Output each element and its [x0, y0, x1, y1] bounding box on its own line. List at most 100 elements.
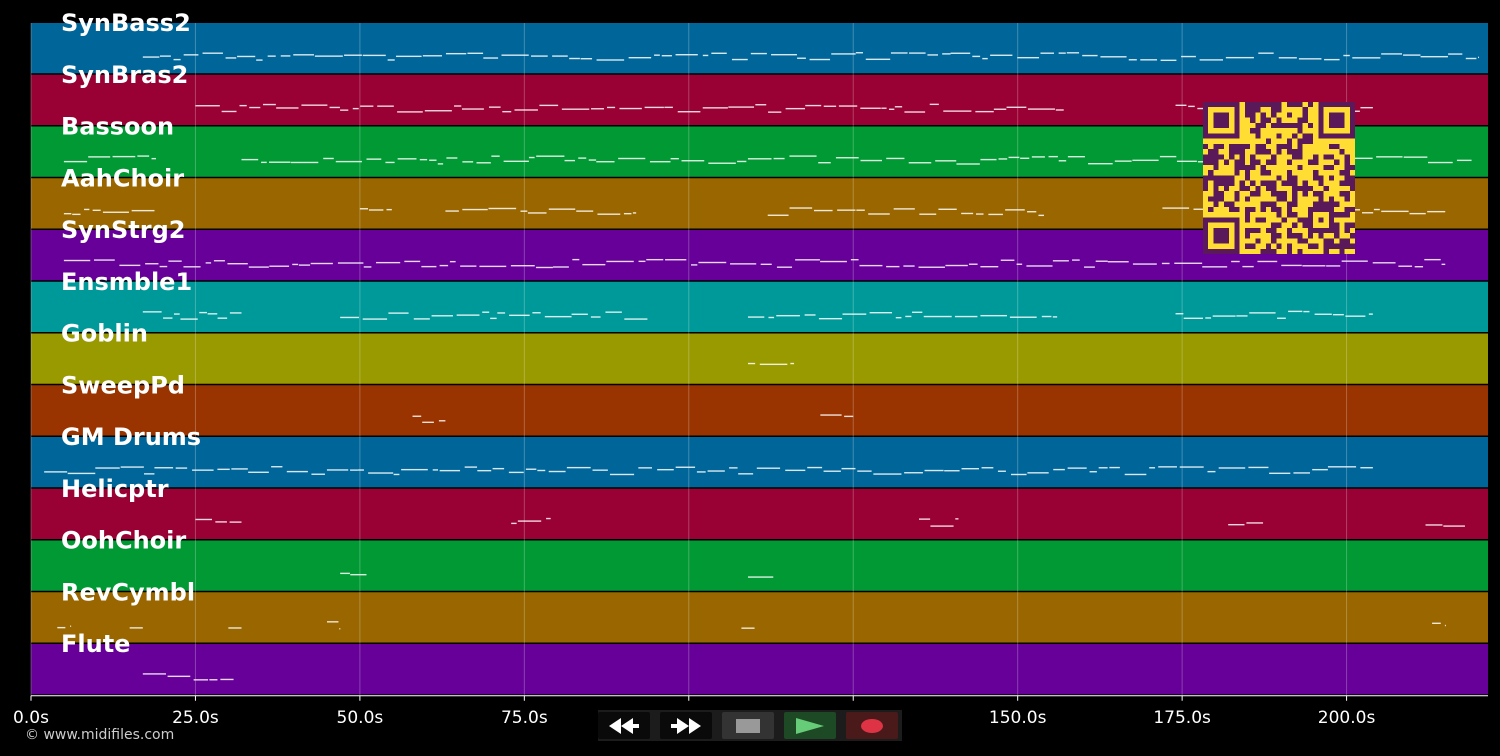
note-mark: [424, 110, 452, 112]
note-mark: [1327, 466, 1357, 468]
note-mark: [359, 208, 369, 210]
note-mark: [945, 264, 968, 267]
note-mark: [909, 52, 926, 54]
note-mark: [323, 157, 334, 160]
note-mark: [1199, 59, 1223, 61]
note-mark: [747, 362, 756, 365]
note-mark: [755, 104, 767, 106]
note-mark: [292, 263, 299, 266]
track-label: Goblin: [61, 320, 148, 348]
note-mark: [1360, 106, 1373, 109]
note-mark: [869, 312, 893, 314]
note-mark: [228, 627, 242, 629]
note-mark: [173, 313, 180, 315]
note-mark: [856, 209, 865, 211]
note-mark: [462, 208, 488, 211]
note-mark: [1067, 156, 1085, 158]
note-mark: [192, 469, 214, 471]
note-mark: [207, 313, 218, 315]
note-mark: [497, 312, 506, 314]
note-mark: [1425, 524, 1443, 526]
note-mark: [738, 473, 754, 475]
note-mark: [1107, 261, 1129, 263]
note-mark: [850, 259, 859, 261]
note-mark: [1089, 471, 1097, 473]
note-mark: [1183, 317, 1204, 320]
track-lane: [31, 385, 1488, 436]
note-mark: [1278, 57, 1297, 59]
note-mark: [1303, 310, 1310, 313]
note-mark: [195, 105, 220, 107]
record-button[interactable]: [846, 712, 898, 739]
note-mark: [531, 55, 548, 57]
note-mark: [886, 265, 900, 268]
transport-controls: [598, 710, 902, 741]
note-mark: [842, 313, 867, 315]
note-mark: [1236, 315, 1248, 317]
tick-label: 50.0s: [337, 708, 384, 728]
track-label: SynBras2: [61, 61, 188, 89]
note-mark: [1160, 59, 1177, 62]
note-mark: [1414, 266, 1424, 268]
note-mark: [84, 208, 90, 211]
note-mark: [310, 262, 333, 265]
note-mark: [1360, 467, 1373, 469]
note-mark: [1432, 622, 1441, 624]
note-mark: [1373, 208, 1380, 211]
note-mark: [789, 207, 813, 209]
note-mark: [873, 473, 902, 475]
note-mark: [525, 468, 537, 470]
note-mark: [1010, 473, 1027, 476]
note-mark: [1009, 316, 1037, 318]
note-mark: [327, 621, 339, 623]
note-mark: [654, 54, 660, 56]
note-mark: [789, 155, 817, 157]
note-mark: [462, 161, 474, 163]
note-mark: [350, 573, 367, 576]
note-mark: [564, 159, 576, 162]
stop-button[interactable]: [722, 712, 774, 739]
note-mark: [1052, 316, 1058, 318]
note-mark: [675, 466, 696, 468]
note-mark: [1006, 106, 1027, 108]
note-mark: [924, 469, 944, 472]
note-mark: [1212, 315, 1236, 317]
note-mark: [311, 473, 325, 475]
note-mark: [268, 161, 291, 163]
track-lane: [31, 644, 1488, 695]
note-mark: [919, 518, 931, 520]
tick-label: 150.0s: [989, 708, 1047, 728]
note-mark: [340, 572, 350, 575]
tick-label: 200.0s: [1318, 708, 1376, 728]
fast-forward-button[interactable]: [660, 712, 712, 739]
note-mark: [1258, 52, 1274, 54]
play-button[interactable]: [784, 712, 836, 739]
note-mark: [401, 468, 428, 471]
time-axis: 0.0s25.0s50.0s75.0s100.0s125.0s150.0s175…: [13, 695, 1488, 728]
note-mark: [1478, 56, 1480, 59]
note-mark: [982, 57, 988, 60]
note-mark: [1132, 263, 1157, 265]
note-mark: [386, 208, 392, 211]
note-mark: [776, 266, 793, 268]
rewind-button[interactable]: [598, 712, 650, 739]
note-mark: [820, 260, 847, 263]
note-mark: [1027, 211, 1037, 213]
note-mark: [63, 259, 91, 262]
note-mark: [1298, 58, 1322, 60]
note-mark: [467, 52, 484, 54]
note-mark: [535, 266, 553, 269]
note-mark: [868, 213, 890, 215]
note-mark: [1312, 468, 1328, 471]
note-mark: [890, 52, 908, 54]
note-mark: [1174, 262, 1203, 264]
note-mark: [1095, 260, 1108, 262]
note-mark: [569, 57, 580, 60]
note-mark: [477, 469, 492, 472]
note-mark: [1038, 214, 1044, 217]
note-mark: [360, 105, 374, 107]
qr-code-icon[interactable]: [1203, 102, 1355, 254]
note-mark: [572, 258, 580, 261]
note-mark: [1248, 466, 1269, 469]
note-mark: [776, 314, 800, 317]
